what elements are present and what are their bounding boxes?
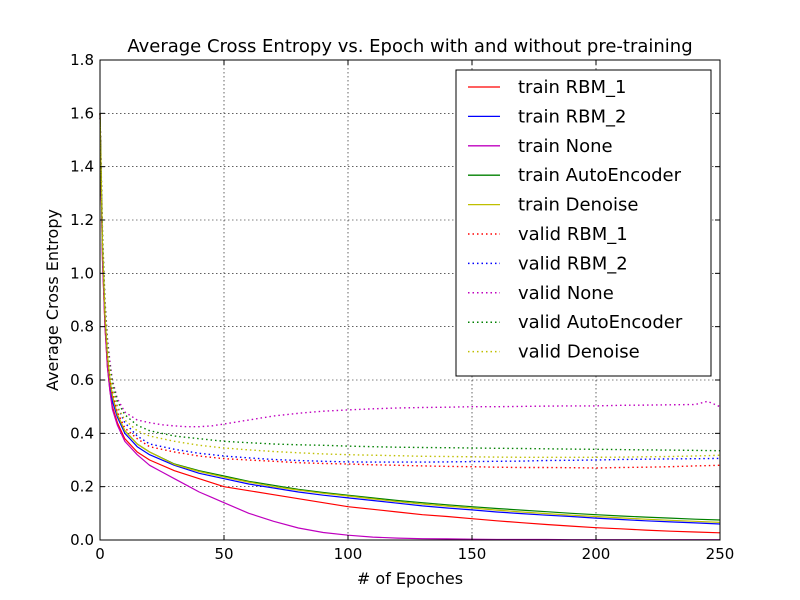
series-line-train-rbm-2 xyxy=(99,113,721,525)
legend-label-train-denoise: train Denoise xyxy=(518,195,638,216)
y-tick-label: 1.0 xyxy=(70,264,94,282)
x-tick-label: 150 xyxy=(458,545,487,563)
legend-label-valid-none: valid None xyxy=(518,283,614,304)
x-tick-label: 50 xyxy=(214,545,233,563)
y-axis-label: Average Cross Entropy xyxy=(43,209,62,391)
chart-title: Average Cross Entropy vs. Epoch with and… xyxy=(127,36,692,57)
y-tick-label: 0.8 xyxy=(70,318,94,336)
series-line-valid-rbm-2 xyxy=(99,113,721,463)
legend-label-valid-rbm-1: valid RBM_1 xyxy=(518,224,628,245)
y-tick-label: 0.6 xyxy=(70,371,94,389)
y-tick-label: 1.8 xyxy=(70,51,94,69)
x-axis-label: # of Epoches xyxy=(357,569,463,588)
y-tick-label: 0.4 xyxy=(70,424,94,442)
series-line-train-denoise xyxy=(99,113,721,523)
legend-label-valid-rbm-2: valid RBM_2 xyxy=(518,253,628,274)
x-tick-label: 200 xyxy=(582,545,611,563)
y-tick-label: 1.4 xyxy=(70,158,94,176)
y-tick-label: 0.0 xyxy=(70,531,94,549)
legend-box xyxy=(455,69,712,377)
series-line-valid-autoencoder xyxy=(99,113,721,452)
x-tick-label: 250 xyxy=(706,545,735,563)
y-tick-label: 1.2 xyxy=(70,211,94,229)
series-line-valid-rbm-1 xyxy=(99,113,721,469)
legend-label-valid-denoise: valid Denoise xyxy=(518,342,640,363)
series-line-train-rbm-1 xyxy=(99,113,721,534)
series-line-valid-denoise xyxy=(99,113,721,458)
y-tick-label: 0.2 xyxy=(70,478,94,496)
axis-ticks: 0 50 100 150 200 250 0.0 0.2 0.4 0.6 0.8 1.0 1.2 1.4 1… xyxy=(70,51,734,563)
legend-label-train-autoencoder: train AutoEncoder xyxy=(518,165,682,186)
plot-frame xyxy=(99,59,721,541)
x-tick-label: 100 xyxy=(334,545,363,563)
x-tick-label: 0 xyxy=(95,545,105,563)
y-tick-label: 1.6 xyxy=(70,104,94,122)
legend-label-train-none: train None xyxy=(518,136,613,157)
legend-label-train-rbm-1: train RBM_1 xyxy=(518,77,626,98)
legend-label-valid-autoencoder: valid AutoEncoder xyxy=(518,312,683,333)
legend-label-train-rbm-2: train RBM_2 xyxy=(518,106,626,127)
